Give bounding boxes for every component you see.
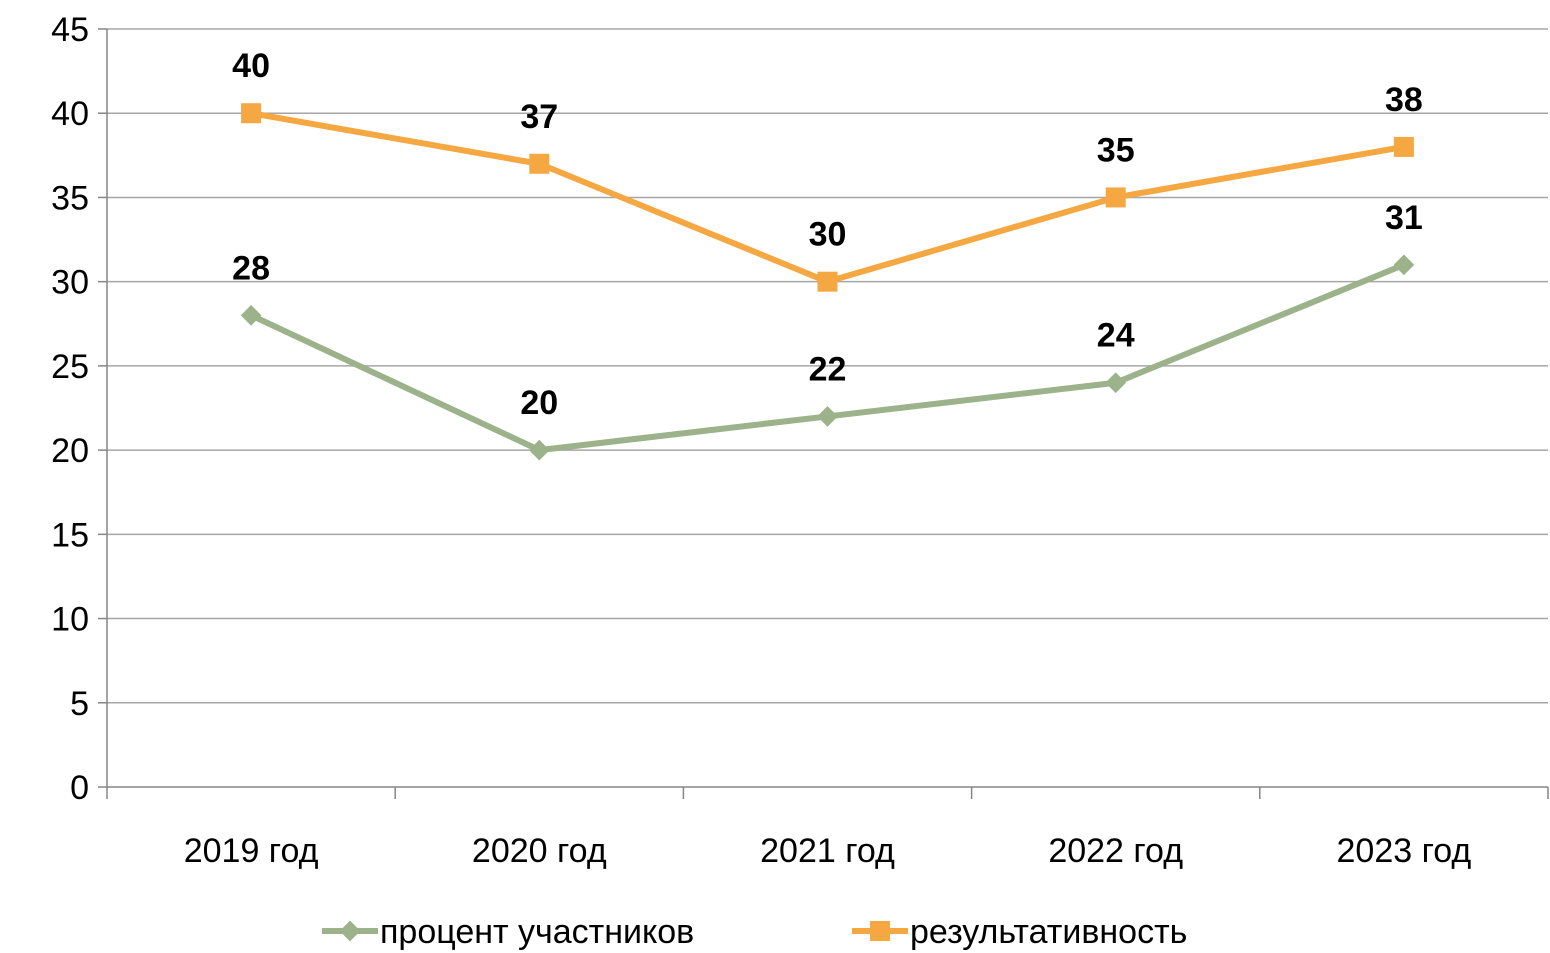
legend-label: результативность [910, 913, 1187, 951]
y-tick-label: 35 [51, 179, 89, 217]
data-point-marker [529, 153, 550, 174]
data-point-marker [1393, 136, 1414, 157]
data-point-marker [240, 305, 262, 326]
x-category-label: 2019 год [184, 832, 319, 870]
y-tick-label: 25 [51, 348, 89, 386]
data-point-marker [241, 103, 262, 124]
series-layer [240, 103, 1415, 461]
legend-item: результативность [852, 913, 1187, 951]
x-axis-category-labels: 2019 год 2020 год 2021 год 2022 год 2023 год [184, 832, 1472, 870]
y-tick-label: 30 [51, 264, 89, 302]
y-tick-label: 40 [51, 95, 89, 133]
data-label: 30 [809, 216, 847, 254]
y-tick-label: 45 [51, 11, 89, 49]
x-category-label: 2020 год [472, 832, 607, 870]
data-label: 22 [809, 350, 847, 388]
data-point-marker [1105, 187, 1126, 208]
data-label: 28 [232, 249, 270, 287]
x-category-label: 2021 год [760, 832, 895, 870]
data-label: 37 [520, 98, 558, 136]
data-label: 38 [1385, 81, 1423, 119]
legend-swatch-marker [339, 920, 361, 942]
data-point-marker [817, 271, 838, 292]
legend-item: процент участников [322, 913, 694, 951]
data-point-marker [1105, 372, 1127, 394]
legend-label: процент участников [380, 913, 694, 951]
data-labels: 28 20 22 24 31 40 37 30 35 38 [232, 47, 1423, 422]
y-tick-label: 10 [51, 601, 89, 639]
series-performance [241, 103, 1414, 292]
y-tick-label: 15 [51, 516, 89, 554]
y-tick-label: 20 [51, 432, 89, 470]
gridlines [98, 28, 1548, 788]
data-label: 31 [1385, 199, 1423, 237]
data-label: 35 [1097, 131, 1135, 169]
y-axis-tick-labels: 0 5 10 15 20 25 30 35 40 45 [51, 11, 89, 807]
x-category-label: 2023 год [1337, 832, 1472, 870]
axes [106, 29, 1549, 799]
data-point-marker [817, 406, 838, 427]
data-label: 20 [520, 384, 558, 422]
data-label: 24 [1097, 317, 1135, 355]
legend: процент участников результативность [322, 913, 1187, 951]
data-point-marker [528, 439, 550, 461]
legend-swatch-marker [870, 921, 890, 941]
x-category-label: 2022 год [1048, 832, 1183, 870]
y-tick-label: 5 [70, 685, 89, 723]
series-participants [240, 254, 1415, 461]
data-label: 40 [232, 47, 270, 85]
y-tick-label: 0 [70, 769, 89, 807]
data-point-marker [1393, 254, 1415, 276]
